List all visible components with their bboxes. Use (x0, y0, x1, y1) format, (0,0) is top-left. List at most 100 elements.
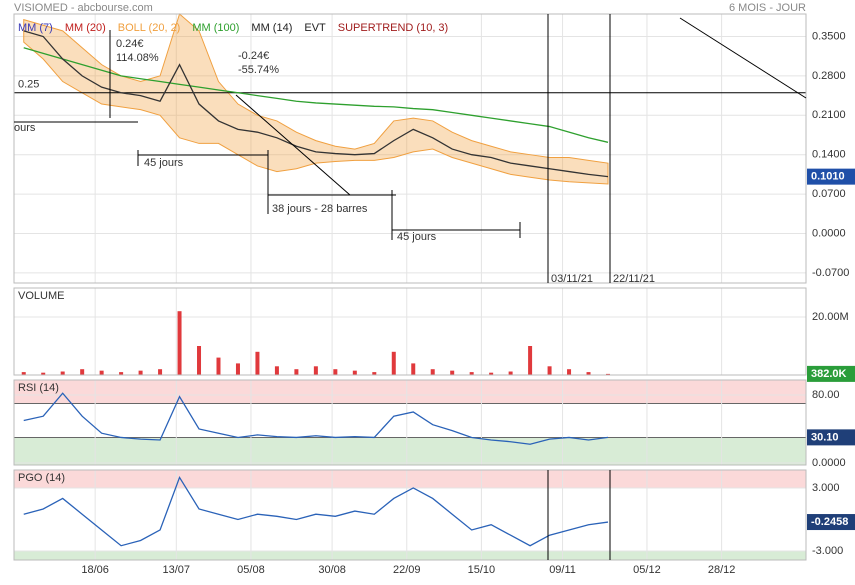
volume-bar (586, 372, 591, 375)
y-tick-label: 0.2800 (812, 70, 846, 82)
last-value-label: -0.2458 (811, 516, 848, 528)
volume-bar (508, 371, 513, 375)
last-value-box (807, 365, 855, 382)
annotation: 0.24€ (116, 38, 144, 50)
legend-entry: EVT (304, 22, 326, 34)
y-tick-label: 80.00 (812, 389, 840, 401)
last-value-box (807, 168, 855, 185)
x-tick-label: 15/10 (468, 564, 496, 576)
period: 6 MOIS - JOUR (729, 2, 806, 14)
x-tick-label: 18/06 (81, 564, 109, 576)
volume-bar (606, 373, 610, 375)
volume-bar (547, 366, 552, 375)
series-line (23, 47, 609, 143)
oversold-zone (14, 550, 806, 560)
oversold-zone (14, 437, 806, 465)
legend-entry: BOLL (20, 2) (118, 22, 181, 34)
y-tick-label: 0.1400 (812, 149, 846, 161)
volume-bar (489, 372, 494, 375)
volume-bar (411, 363, 416, 375)
x-tick-label: 13/07 (163, 564, 191, 576)
annotation: 114.08% (116, 52, 159, 64)
volume-bar (235, 363, 240, 375)
volume-bar (99, 370, 104, 375)
y-tick-label: 3.000 (812, 482, 840, 494)
panel-title: PGO (14) (18, 472, 65, 484)
volume-bar (274, 366, 279, 375)
bollinger-band (23, 13, 609, 185)
y-tick-label: 0.3500 (812, 30, 846, 42)
volume-bar (372, 372, 377, 375)
volume-bar (450, 370, 455, 375)
y-tick-label: 0.0700 (812, 188, 846, 200)
x-tick-label: 05/12 (633, 564, 661, 576)
last-value-box (807, 429, 855, 446)
last-value-box (807, 514, 855, 531)
volume-bar (469, 372, 474, 375)
last-value-label: 0.1010 (811, 171, 845, 183)
volume-bar (21, 372, 26, 375)
legend-entry: MM (100) (192, 22, 239, 34)
volume-bar (138, 370, 143, 375)
volume-bar (294, 369, 299, 375)
overbought-zone (14, 470, 806, 488)
annotation: 03/11/21 (551, 273, 593, 285)
x-tick-label: 05/08 (237, 564, 265, 576)
panel-title: VOLUME (18, 290, 64, 302)
annotation: 45 jours (397, 231, 437, 243)
last-value-label: 382.0K (811, 368, 847, 380)
overbought-zone (14, 380, 806, 404)
panel-frame (13, 469, 807, 561)
legend-entry: MM (20) (65, 22, 106, 34)
panel-title: RSI (14) (18, 382, 59, 394)
x-tick-label: 09/11 (549, 564, 576, 576)
y-tick-label: 0.0000 (812, 227, 846, 239)
volume-bar (197, 346, 202, 375)
title: VISIOMED - abcbourse.com (14, 2, 153, 14)
volume-bar (60, 371, 65, 375)
volume-bar (528, 346, 533, 375)
series-line (23, 392, 609, 445)
volume-bar (80, 369, 85, 375)
level-label: 0.25 (18, 79, 39, 91)
x-tick-label: 30/08 (318, 564, 346, 576)
x-tick-label: 28/12 (708, 564, 736, 576)
trend-line (235, 94, 351, 196)
y-tick-label: -3.000 (812, 545, 843, 557)
volume-bar (216, 357, 221, 375)
y-tick-label: 0.0000 (812, 457, 846, 469)
volume-bar (41, 372, 46, 375)
volume-bar (313, 366, 318, 375)
legend-entry: SUPERTREND (10, 3) (338, 22, 448, 34)
annotations: 0.24€ 114.08% -0.24€ -55.74% ours 45 jou… (14, 14, 807, 560)
y-tick-label: 20.00M (812, 311, 849, 323)
panel-frame (13, 13, 807, 284)
panel-frame (13, 287, 807, 376)
annotation: ours (14, 122, 36, 134)
y-tick-label: -0.0700 (812, 267, 849, 279)
volume-bar (567, 369, 572, 375)
panel-frame (13, 379, 807, 466)
legend-entry: MM (7) (18, 22, 53, 34)
series-line (23, 30, 609, 178)
series-line (23, 475, 609, 547)
annotation: -0.24€ (238, 50, 269, 62)
annotation: 45 jours (144, 157, 184, 169)
annotation: 38 jours - 28 barres (272, 203, 368, 215)
volume-bar (119, 372, 124, 375)
x-tick-label: 22/09 (393, 564, 421, 576)
annotation: -55.74% (238, 64, 279, 76)
volume-bar (255, 351, 260, 375)
annotation: 22/11/21 (613, 273, 655, 285)
y-tick-label: 0.2100 (812, 109, 846, 121)
trend-line (679, 17, 807, 99)
volume-bar (333, 369, 338, 375)
legend-entry: MM (14) (251, 22, 292, 34)
volume-bar (158, 369, 163, 375)
volume-bar (391, 351, 396, 375)
volume-bar (177, 311, 182, 375)
last-value-label: 30.10 (811, 431, 839, 443)
volume-bar (430, 369, 435, 375)
